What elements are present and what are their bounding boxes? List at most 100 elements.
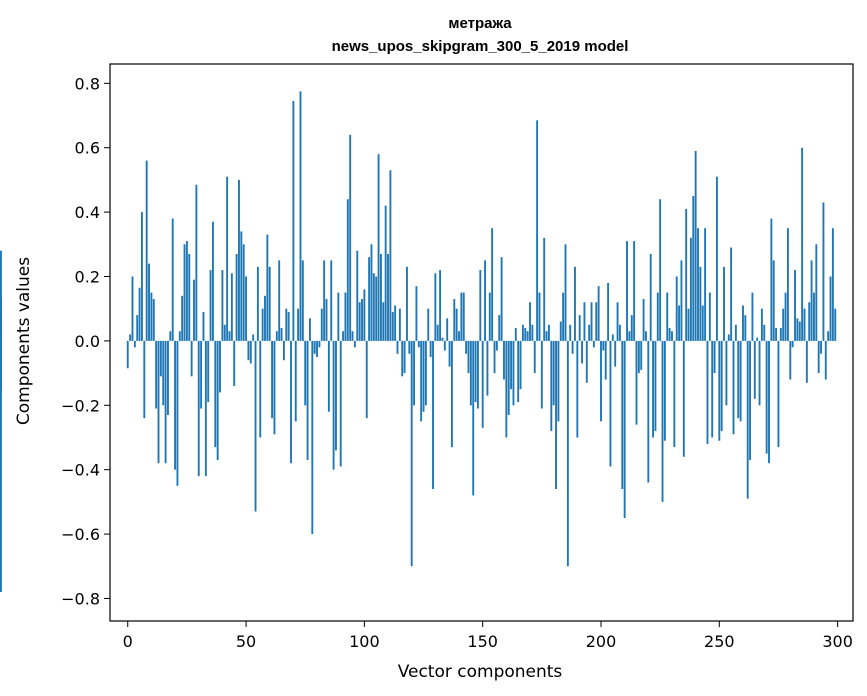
- bar-2: [131, 276, 134, 341]
- bar-3: [133, 340, 136, 348]
- bar-266: [756, 337, 759, 341]
- bar-271: [768, 340, 770, 464]
- bar-70: [292, 101, 295, 341]
- bar-128: [429, 340, 432, 357]
- bar-73: [299, 91, 302, 341]
- bar-41: [223, 324, 226, 341]
- bar-180: [552, 340, 555, 406]
- bar-286: [803, 308, 806, 341]
- bar-47: [238, 179, 240, 341]
- bar-63: [275, 331, 278, 341]
- bar-72: [297, 308, 300, 341]
- bar-79: [313, 340, 316, 354]
- bar-120: [410, 340, 413, 567]
- bar-177: [545, 331, 548, 341]
- bar-119: [408, 340, 411, 354]
- bar-48: [240, 231, 243, 341]
- bar-240: [694, 150, 697, 341]
- x-axis-ticks: 0 50 100 150 200 250 300: [123, 621, 853, 651]
- bar-184: [562, 292, 565, 341]
- bar-245: [706, 340, 709, 444]
- bar-213: [630, 315, 633, 341]
- bar-178: [547, 324, 550, 341]
- bar-53: [252, 334, 255, 341]
- x-tick-label: 250: [704, 632, 735, 651]
- bar-102: [368, 257, 371, 341]
- bar-157: [498, 315, 501, 341]
- bar-14: [159, 340, 162, 377]
- bar-190: [576, 340, 579, 438]
- bar-44: [230, 273, 233, 341]
- bar-260: [742, 305, 744, 341]
- bar-130: [434, 273, 437, 341]
- bar-144: [467, 340, 470, 374]
- bar-42: [226, 176, 229, 341]
- y-tick-label: 0.0: [75, 332, 100, 351]
- bar-142: [462, 292, 465, 341]
- bar-103: [370, 244, 373, 341]
- bar-265: [753, 340, 756, 399]
- y-tick-label: −0.2: [61, 396, 100, 415]
- bar-272: [770, 218, 773, 341]
- bar-89: [337, 292, 340, 341]
- bar-19: [171, 218, 174, 341]
- bar-287: [805, 340, 808, 383]
- bar-247: [711, 340, 714, 438]
- bar-62: [273, 340, 276, 435]
- bar-83: [323, 260, 326, 341]
- bar-209: [621, 340, 624, 489]
- bar-46: [235, 253, 238, 341]
- bar-208: [618, 324, 621, 341]
- bar-239: [692, 196, 695, 341]
- bar-162: [510, 340, 513, 390]
- bar-234: [680, 260, 683, 341]
- bar-124: [420, 340, 423, 422]
- bar-292: [817, 340, 820, 374]
- bar-189: [574, 266, 576, 341]
- bar-107: [379, 253, 382, 341]
- bar-275: [777, 340, 780, 448]
- bar-133: [441, 337, 444, 341]
- bar-225: [659, 199, 662, 341]
- bar-280: [789, 340, 792, 380]
- bar-67: [285, 308, 288, 341]
- bar-50: [245, 276, 247, 341]
- bar-251: [720, 340, 723, 432]
- bar-27: [190, 340, 193, 377]
- bar-56: [259, 340, 262, 438]
- bar-246: [708, 292, 711, 341]
- bar-295: [824, 340, 827, 380]
- bar-52: [249, 340, 252, 364]
- bar-18: [169, 331, 172, 341]
- bar-49: [242, 244, 245, 341]
- bar-156: [495, 340, 498, 351]
- bar-231: [673, 340, 676, 448]
- bar-97: [356, 250, 359, 341]
- bar-24: [183, 244, 186, 341]
- bar-217: [640, 340, 643, 370]
- bar-192: [581, 340, 584, 364]
- bar-167: [521, 324, 524, 341]
- bar-137: [450, 340, 453, 448]
- bar-135: [446, 318, 449, 341]
- bar-278: [784, 292, 787, 341]
- bar-64: [278, 260, 281, 341]
- bar-166: [519, 340, 522, 390]
- bar-84: [325, 299, 328, 341]
- bar-227: [663, 340, 666, 441]
- bar-254: [727, 334, 730, 341]
- bar-281: [791, 340, 794, 348]
- bar-104: [372, 273, 375, 341]
- bar-182: [557, 340, 560, 422]
- bar-31: [200, 340, 203, 409]
- bar-141: [460, 292, 463, 341]
- bar-129: [432, 340, 434, 489]
- bar-22: [178, 331, 181, 341]
- bar-55: [256, 266, 259, 341]
- bar-undefined: [0, 340, 2, 593]
- bar-235: [682, 340, 685, 457]
- bar-249: [715, 176, 718, 341]
- bar-201: [602, 340, 605, 351]
- bar-268: [760, 308, 763, 341]
- bar-298: [831, 228, 834, 341]
